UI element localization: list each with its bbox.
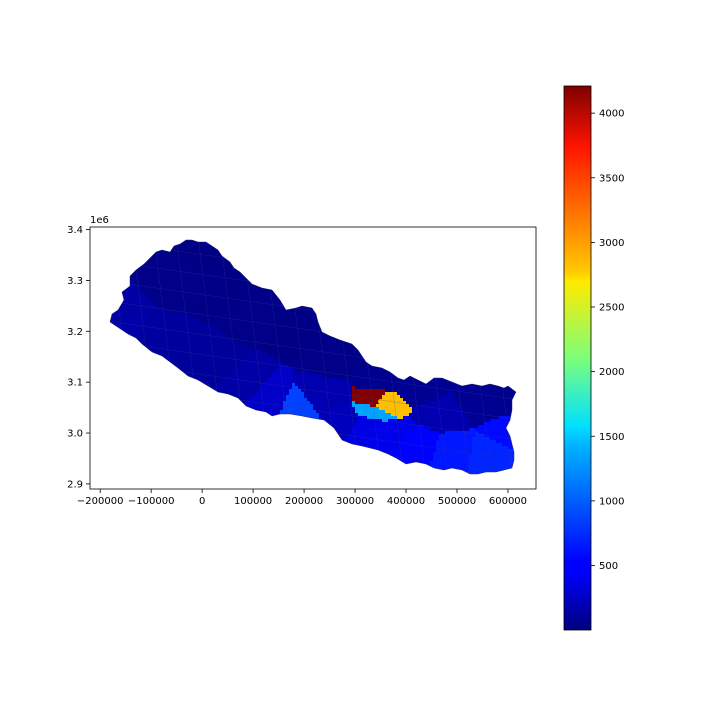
- x-tick-label: 100000: [234, 496, 272, 507]
- district-point: [220, 283, 226, 289]
- district-point: [383, 430, 389, 436]
- district-point: [362, 420, 368, 426]
- district-point: [301, 318, 307, 324]
- y-axis-offset-label: 1e6: [90, 215, 109, 226]
- y-tick-label: 3.4: [67, 225, 83, 236]
- y-tick-label: 3.3: [67, 276, 83, 287]
- district-point: [474, 400, 480, 406]
- district-point: [342, 415, 348, 421]
- colorbar-ticks: 500 1000 1500 2000 2500 3000 3500 4000: [591, 109, 624, 572]
- district-point: [230, 384, 236, 390]
- district-point: [321, 394, 327, 400]
- district-point: [260, 303, 266, 309]
- x-tick-label: 500000: [438, 496, 476, 507]
- district-point: [179, 277, 185, 283]
- y-tick-label: 3.1: [67, 378, 83, 389]
- colorbar-tick-label: 2500: [599, 303, 624, 314]
- district-point: [505, 394, 511, 400]
- colorbar: 500 1000 1500 2000 2500 3000 3500 4000: [563, 85, 624, 631]
- colorbar-gradient: [563, 85, 592, 631]
- x-tick-label: −200000: [77, 496, 124, 507]
- district-point: [367, 407, 373, 413]
- district-point: [378, 374, 384, 380]
- y-tick-label: 2.9: [67, 479, 83, 490]
- x-tick-label: 600000: [489, 496, 527, 507]
- x-axis-ticks: −200000 −100000 0 100000 200000 300000 400000 5…: [77, 489, 527, 507]
- colorbar-tick-label: 1000: [599, 496, 624, 507]
- map-axes: −200000 −100000 0 100000 200000 300000 400000 5…: [67, 215, 537, 507]
- district-point: [148, 333, 154, 339]
- district-point: [209, 252, 215, 258]
- colorbar-tick-label: 500: [599, 561, 618, 572]
- x-tick-label: 0: [199, 496, 205, 507]
- x-tick-label: 400000: [387, 496, 425, 507]
- district-point: [439, 410, 445, 416]
- district-point: [449, 445, 455, 451]
- y-tick-label: 3.2: [67, 327, 83, 338]
- y-axis-ticks: 2.9 3.0 3.1 3.2 3.3 3.4: [67, 225, 90, 490]
- colorbar-tick-label: 3500: [599, 173, 624, 184]
- district-point: [372, 397, 378, 403]
- district-point: [413, 440, 419, 446]
- y-tick-label: 3.0: [67, 429, 83, 440]
- district-point: [485, 448, 491, 454]
- colorbar-tick-label: 3000: [599, 238, 624, 249]
- colorbar-tick-label: 4000: [599, 109, 624, 120]
- country-border: [109, 239, 517, 475]
- colorbar-tick-label: 2000: [599, 367, 624, 378]
- x-tick-label: 300000: [336, 496, 374, 507]
- x-tick-label: 200000: [285, 496, 323, 507]
- colorbar-tick-label: 1500: [599, 432, 624, 443]
- x-tick-label: −100000: [128, 496, 175, 507]
- district-point: [413, 384, 419, 390]
- district-point: [199, 369, 205, 375]
